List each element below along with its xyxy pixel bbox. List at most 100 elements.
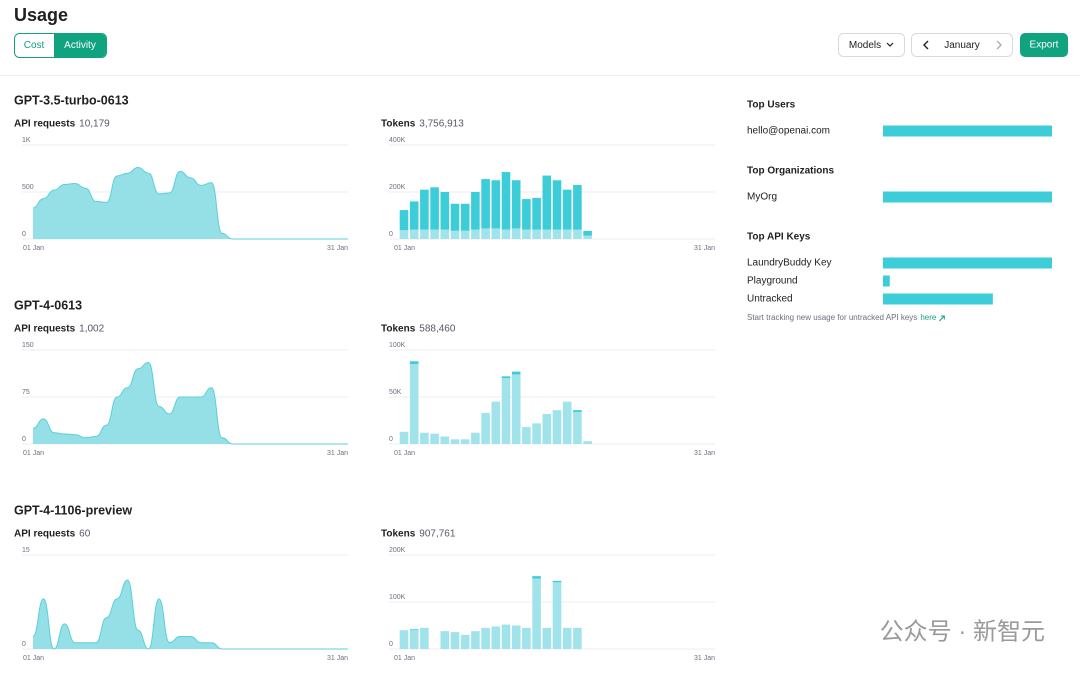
tokens-value: 588,460	[419, 324, 456, 335]
bar-segment	[481, 179, 490, 229]
bar-segment	[552, 582, 562, 649]
bar-segment	[511, 180, 521, 229]
bar-segment	[460, 634, 470, 649]
bar-segment	[511, 228, 521, 239]
y-tick-label: 50K	[389, 389, 402, 396]
bar-segment	[573, 184, 582, 230]
bar-segment	[573, 412, 582, 444]
y-tick-label: 0	[22, 231, 26, 238]
bar-segment	[471, 631, 480, 649]
bar-segment	[430, 187, 439, 230]
tracking-note: Start tracking new usage for untracked A…	[747, 313, 917, 322]
bar-segment	[501, 624, 511, 649]
tokens-value: 3,756,913	[419, 119, 464, 130]
tab-cost[interactable]: Cost	[24, 40, 45, 51]
bar-segment	[481, 412, 490, 444]
bar-segment	[409, 201, 419, 230]
bar-segment	[471, 192, 480, 230]
bar-segment	[450, 203, 460, 231]
bar-segment	[542, 229, 552, 239]
item-label: Untracked	[747, 294, 793, 305]
bar-segment	[399, 431, 409, 444]
requests-value: 10,179	[79, 119, 110, 130]
bar-segment	[522, 627, 531, 649]
tokens-label: Tokens	[381, 119, 416, 130]
area-line	[32, 362, 348, 445]
model-name: GPT-3.5-turbo-0613	[14, 93, 129, 107]
bar-segment	[440, 192, 450, 230]
bar-segment	[471, 229, 480, 239]
usage-bar	[883, 125, 1052, 137]
bar-segment	[552, 180, 562, 230]
bar-segment	[399, 230, 409, 239]
item-label: hello@openai.com	[747, 126, 830, 137]
bar-segment	[542, 175, 552, 230]
y-tick-label: 0	[22, 436, 26, 443]
bar-segment	[420, 432, 429, 444]
bar-segment	[481, 228, 490, 239]
requests-label: API requests	[14, 119, 76, 130]
bar-segment	[420, 627, 429, 649]
bar-segment	[562, 189, 572, 230]
bar-segment	[450, 439, 460, 444]
model-name: GPT-4-1106-preview	[14, 503, 132, 517]
bar-segment	[491, 626, 501, 649]
tracking-link[interactable]: here	[920, 313, 937, 322]
bar-segment	[573, 229, 582, 239]
bar-segment	[420, 229, 429, 239]
bar-segment	[450, 230, 460, 239]
next-month[interactable]	[996, 40, 1002, 50]
x-tick-label: 01 Jan	[23, 655, 44, 662]
bar-segment	[491, 401, 501, 444]
x-tick-label: 31 Jan	[694, 245, 715, 252]
month-label: January	[944, 40, 980, 51]
chevron-down	[886, 42, 894, 47]
y-tick-label: 0	[389, 231, 393, 238]
y-tick-label: 100K	[389, 342, 406, 349]
bar-segment	[409, 229, 419, 239]
prev-month[interactable]	[923, 40, 929, 50]
y-tick-label: 400K	[389, 137, 406, 144]
y-tick-label: 75	[22, 389, 30, 396]
bar-segment	[522, 427, 531, 444]
bar-segment	[511, 625, 521, 649]
bar-segment	[501, 229, 511, 239]
usage-bar	[883, 191, 1052, 203]
bar-segment	[501, 378, 511, 444]
watermark: 公众号 · 新智元	[880, 618, 1045, 645]
bar-segment	[532, 576, 541, 579]
requests-label: API requests	[14, 324, 76, 335]
bar-segment	[532, 197, 541, 230]
bar-segment	[542, 413, 552, 444]
page-title: Usage	[14, 5, 68, 25]
bar-segment	[481, 627, 490, 649]
bar-segment	[460, 439, 470, 444]
tokens-label: Tokens	[381, 324, 416, 335]
bar-segment	[440, 436, 450, 444]
group-title: Top Users	[747, 100, 796, 111]
usage-bar	[883, 293, 993, 305]
bar-segment	[562, 401, 572, 444]
bar-segment	[511, 371, 521, 375]
bar-segment	[583, 441, 592, 444]
bar-segment	[471, 432, 480, 444]
area-line	[32, 579, 348, 650]
bar-segment	[583, 235, 592, 239]
bar-segment	[501, 172, 511, 230]
bar-segment	[583, 231, 592, 236]
bar-segment	[460, 203, 470, 231]
y-tick-label: 500	[22, 184, 34, 191]
item-label: MyOrg	[747, 192, 777, 203]
bar-segment	[562, 627, 572, 649]
area	[33, 167, 348, 239]
export-label: Export	[1030, 40, 1059, 51]
requests-value: 1,002	[79, 324, 104, 335]
models-button[interactable]	[838, 33, 905, 57]
area	[33, 362, 348, 444]
bar-segment	[460, 230, 470, 239]
tab-activity[interactable]: Activity	[64, 40, 96, 51]
requests-label: API requests	[14, 529, 76, 540]
area-line	[32, 167, 348, 240]
x-tick-label: 31 Jan	[327, 655, 348, 662]
export-button[interactable]	[1020, 33, 1068, 57]
